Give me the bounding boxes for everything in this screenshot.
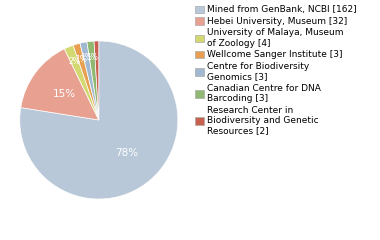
Wedge shape xyxy=(80,42,99,120)
Wedge shape xyxy=(64,45,99,120)
Text: 1%: 1% xyxy=(75,55,87,64)
Wedge shape xyxy=(73,43,99,120)
Text: 2%: 2% xyxy=(69,57,81,66)
Text: 78%: 78% xyxy=(116,148,139,158)
Legend: Mined from GenBank, NCBI [162], Hebei University, Museum [32], University of Mal: Mined from GenBank, NCBI [162], Hebei Un… xyxy=(195,5,358,137)
Wedge shape xyxy=(21,49,99,120)
Text: 15%: 15% xyxy=(52,89,76,99)
Wedge shape xyxy=(20,41,178,199)
Wedge shape xyxy=(87,41,99,120)
Wedge shape xyxy=(94,41,99,120)
Text: 1%: 1% xyxy=(86,53,98,62)
Text: 1%: 1% xyxy=(81,54,92,62)
